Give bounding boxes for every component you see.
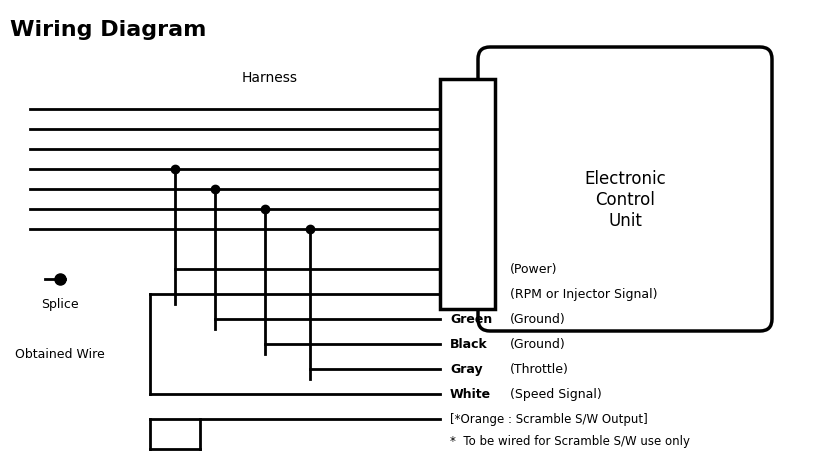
Text: Obtained Wire: Obtained Wire xyxy=(15,348,105,361)
Text: (Speed Signal): (Speed Signal) xyxy=(510,388,602,400)
Text: Purple: Purple xyxy=(450,288,496,301)
Text: Harness: Harness xyxy=(242,71,298,85)
Text: White: White xyxy=(450,388,491,400)
Text: Splice: Splice xyxy=(41,297,78,310)
Text: (Ground): (Ground) xyxy=(510,313,566,326)
Text: Black: Black xyxy=(450,338,487,351)
Text: [*Orange : Scramble S/W Output]: [*Orange : Scramble S/W Output] xyxy=(450,413,648,425)
FancyBboxPatch shape xyxy=(478,48,772,332)
Bar xyxy=(440,80,495,309)
Text: (Power): (Power) xyxy=(510,263,558,276)
Text: Wiring Diagram: Wiring Diagram xyxy=(10,20,206,40)
Text: Gray: Gray xyxy=(450,363,482,375)
Text: Green: Green xyxy=(450,313,492,326)
Text: (Throttle): (Throttle) xyxy=(510,363,569,375)
Text: (Ground): (Ground) xyxy=(510,338,566,351)
Text: Electronic
Control
Unit: Electronic Control Unit xyxy=(584,170,666,229)
Text: (RPM or Injector Signal): (RPM or Injector Signal) xyxy=(510,288,657,301)
Text: Red: Red xyxy=(450,263,477,276)
Text: *  To be wired for Scramble S/W use only: * To be wired for Scramble S/W use only xyxy=(450,435,690,448)
